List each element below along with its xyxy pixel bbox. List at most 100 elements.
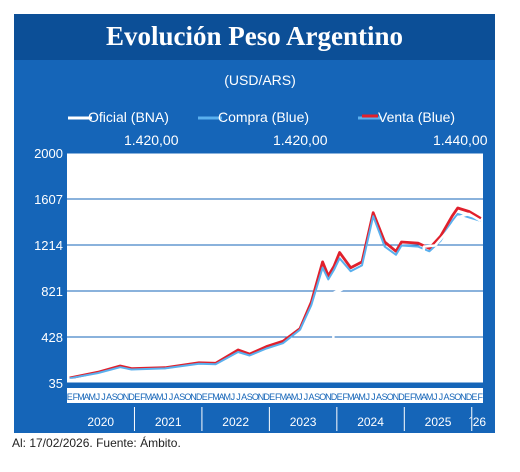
x-month-label-72: E (472, 392, 478, 402)
legend-label-1: Compra (Blue) (218, 109, 309, 125)
title-bar (14, 14, 495, 60)
y-tick-label-0: 35 (49, 376, 63, 391)
y-tick-label-3: 1214 (34, 238, 63, 253)
x-month-label-58: N (393, 392, 400, 402)
x-month-label-46: N (325, 392, 332, 402)
x-month-label-29: J (231, 392, 236, 402)
x-month-label-19: A (174, 392, 180, 402)
x-month-label-69: O (454, 392, 461, 402)
x-month-label-0: E (67, 392, 73, 402)
x-month-label-57: O (387, 392, 394, 402)
legend-value-0: 1.420,00 (124, 132, 179, 148)
x-month-label-4: M (89, 392, 97, 402)
x-month-label-7: A (106, 392, 112, 402)
x-month-label-17: J (163, 392, 168, 402)
x-month-label-24: E (202, 392, 208, 402)
x-month-label-52: M (358, 392, 366, 402)
x-month-label-5: J (96, 392, 101, 402)
x-month-label-43: A (309, 392, 315, 402)
x-month-label-60: E (404, 392, 410, 402)
x-month-label-35: D (263, 392, 270, 402)
x-month-label-10: N (123, 392, 130, 402)
x-month-label-6: J (101, 392, 106, 402)
x-month-label-23: D (196, 392, 203, 402)
x-month-label-61: F (410, 392, 416, 402)
x-year-label-1: 2021 (155, 415, 182, 429)
x-month-label-22: N (190, 392, 197, 402)
x-month-label-68: S (449, 392, 455, 402)
x-month-label-26: M (212, 392, 220, 402)
x-year-label-4: 2024 (357, 415, 384, 429)
y-tick-label-5: 2000 (34, 146, 63, 161)
x-month-label-47: D (331, 392, 338, 402)
x-month-label-31: A (241, 392, 247, 402)
x-month-label-56: S (382, 392, 388, 402)
y-tick-label-1: 428 (41, 330, 63, 345)
x-year-label-6: ´26 (469, 415, 487, 429)
chart-subtitle: (USD/ARS) (224, 72, 296, 88)
legend-label-0: Oficial (BNA) (88, 109, 169, 125)
x-month-label-21: O (184, 392, 191, 402)
x-month-label-53: J (366, 392, 371, 402)
x-month-label-67: A (443, 392, 449, 402)
x-month-label-51: A (354, 392, 360, 402)
x-month-label-45: O (319, 392, 326, 402)
x-month-label-27: A (219, 392, 225, 402)
series-line-0 (69, 212, 482, 382)
x-month-label-42: J (304, 392, 309, 402)
x-month-label-48: E (337, 392, 343, 402)
legend-value-2: 1.440,00 (433, 132, 488, 148)
x-month-label-59: D (398, 392, 405, 402)
x-year-label-0: 2020 (87, 415, 114, 429)
chart-title: Evolución Peso Argentino (105, 21, 403, 51)
y-tick-label-4: 1607 (34, 192, 63, 207)
x-month-label-38: M (280, 392, 288, 402)
x-month-label-20: S (179, 392, 185, 402)
x-month-label-3: A (84, 392, 90, 402)
x-month-label-49: F (343, 392, 349, 402)
x-month-label-34: N (258, 392, 265, 402)
x-month-label-8: S (112, 392, 118, 402)
x-month-label-30: J (236, 392, 241, 402)
x-month-label-28: M (223, 392, 231, 402)
x-month-label-33: O (252, 392, 259, 402)
y-tick-label-2: 821 (41, 284, 63, 299)
x-year-label-3: 2023 (290, 415, 317, 429)
x-month-label-50: M (347, 392, 355, 402)
x-month-label-40: M (291, 392, 299, 402)
series-line-1 (69, 212, 482, 380)
x-month-label-36: E (269, 392, 275, 402)
x-month-label-32: S (247, 392, 253, 402)
x-month-label-70: N (460, 392, 467, 402)
x-month-label-2: M (77, 392, 85, 402)
x-year-label-5: 2025 (425, 415, 452, 429)
x-month-label-54: J (371, 392, 376, 402)
x-month-label-37: F (275, 392, 281, 402)
x-month-label-41: J (298, 392, 303, 402)
plot-area (67, 153, 483, 383)
legend-label-2: Venta (Blue) (378, 109, 455, 125)
x-month-label-1: F (73, 392, 79, 402)
x-month-label-14: M (145, 392, 153, 402)
x-month-label-55: A (376, 392, 382, 402)
x-month-label-66: J (439, 392, 444, 402)
x-month-label-62: M (415, 392, 423, 402)
x-month-label-73: F (477, 392, 483, 402)
x-month-label-12: E (134, 392, 140, 402)
x-year-label-2: 2022 (222, 415, 249, 429)
x-month-label-65: J (433, 392, 438, 402)
legend-value-1: 1.420,00 (273, 132, 328, 148)
month-axis-band (67, 388, 483, 403)
x-month-label-9: O (117, 392, 124, 402)
x-month-label-44: S (314, 392, 320, 402)
x-month-label-71: D (466, 392, 473, 402)
footer-note: Al: 17/02/2026. Fuente: Ámbito. (12, 436, 181, 450)
x-month-label-15: A (151, 392, 157, 402)
x-month-label-16: M (156, 392, 164, 402)
x-month-label-63: A (421, 392, 427, 402)
x-month-label-13: F (140, 392, 146, 402)
x-month-label-11: D (128, 392, 135, 402)
x-month-label-25: F (208, 392, 214, 402)
x-month-label-64: M (426, 392, 434, 402)
